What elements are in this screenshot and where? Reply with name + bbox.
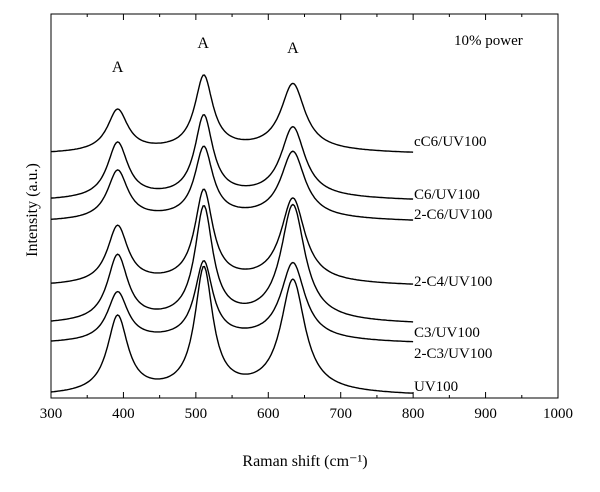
series-line bbox=[50, 260, 414, 343]
series-label: 2-C6/UV100 bbox=[414, 207, 492, 223]
x-tick-label: 1000 bbox=[543, 406, 573, 422]
series-label: 2-C3/UV100 bbox=[414, 346, 492, 362]
x-tick-label: 800 bbox=[402, 406, 425, 422]
x-tick-label: 700 bbox=[329, 406, 352, 422]
x-tick-label: 900 bbox=[474, 406, 497, 422]
annotation-power: 10% power bbox=[454, 33, 523, 49]
series-labels: cC6/UV100 C6/UV100 2-C6/UV100 2-C4/UV100 C3/… bbox=[414, 134, 492, 395]
peak-labels: A A A bbox=[112, 35, 299, 76]
series-label: UV100 bbox=[414, 379, 458, 395]
series-line bbox=[50, 145, 414, 221]
x-tick-label: 400 bbox=[112, 406, 135, 422]
x-tick-label: 500 bbox=[185, 406, 208, 422]
y-axis-title: Intensity (a.u.) bbox=[24, 163, 41, 257]
peak-label-A: A bbox=[197, 35, 209, 52]
series-label: C6/UV100 bbox=[414, 187, 480, 203]
series-line bbox=[50, 265, 414, 394]
series-line bbox=[50, 203, 414, 323]
axis-ticks: 300 400 500 600 700 800 900 1000 bbox=[40, 14, 573, 422]
peak-label-A: A bbox=[287, 40, 299, 57]
x-axis-title: Raman shift (cm⁻¹) bbox=[242, 453, 367, 470]
x-tick-label: 300 bbox=[40, 406, 63, 422]
peak-label-A: A bbox=[112, 59, 124, 76]
series-label: C3/UV100 bbox=[414, 325, 480, 341]
x-tick-label: 600 bbox=[257, 406, 280, 422]
series-label: cC6/UV100 bbox=[414, 134, 487, 150]
series-line bbox=[50, 114, 414, 200]
series-label: 2-C4/UV100 bbox=[414, 274, 492, 290]
series-line bbox=[50, 188, 414, 285]
series-lines bbox=[50, 74, 414, 394]
series-line bbox=[51, 74, 414, 153]
